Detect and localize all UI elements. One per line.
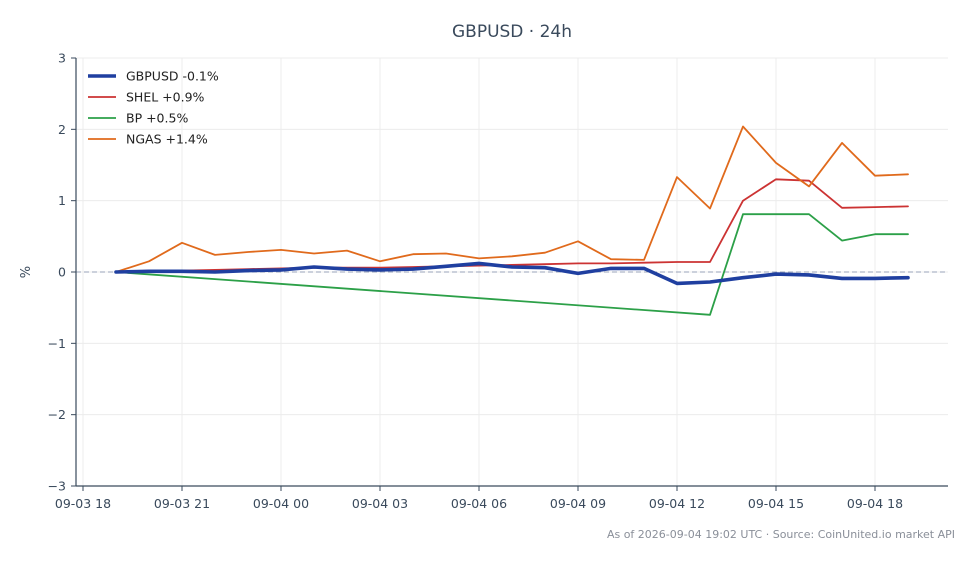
series-line-4 (115, 125, 909, 273)
x-tick-label: 09-04 15 (748, 496, 804, 511)
footer-source-note: As of 2026-09-04 19:02 UTC · Source: Coi… (607, 528, 955, 541)
legend-label: GBPUSD -0.1% (126, 69, 219, 84)
chart-title: GBPUSD · 24h (452, 22, 572, 42)
series-line-2 (115, 178, 909, 273)
y-tick-label: 2 (58, 122, 66, 137)
legend-label: BP +0.5% (126, 111, 188, 126)
x-tick-label: 09-04 06 (451, 496, 507, 511)
x-tick-label: 09-04 12 (649, 496, 705, 511)
axes: 3 2 1 0 −1 −2 −3 09-03 18 09-03 21 09-04 00 09-04 … (48, 51, 948, 511)
series-lines (114, 125, 910, 316)
x-tick-label: 09-03 21 (154, 496, 210, 511)
legend-label: SHEL +0.9% (126, 90, 205, 105)
x-tick-label: 09-03 18 (55, 496, 111, 511)
y-tick-label: 0 (58, 265, 66, 280)
x-tick-label: 09-04 03 (352, 496, 408, 511)
x-tick-label: 09-04 00 (253, 496, 309, 511)
x-tick-label: 09-04 18 (847, 496, 903, 511)
y-tick-label: 3 (58, 51, 66, 66)
y-tick-label: 1 (58, 193, 66, 208)
y-tick-label: −3 (48, 479, 66, 494)
series-line-3 (115, 213, 909, 316)
x-tick-label: 09-04 09 (550, 496, 606, 511)
series-line-1 (114, 261, 910, 286)
y-tick-label: −2 (48, 407, 66, 422)
legend-label: NGAS +1.4% (126, 132, 208, 147)
y-tick-label: −1 (48, 336, 66, 351)
legend: GBPUSD -0.1% SHEL +0.9% BP +0.5% NGAS +1.4% (88, 69, 219, 147)
y-axis-label: % (19, 266, 34, 278)
